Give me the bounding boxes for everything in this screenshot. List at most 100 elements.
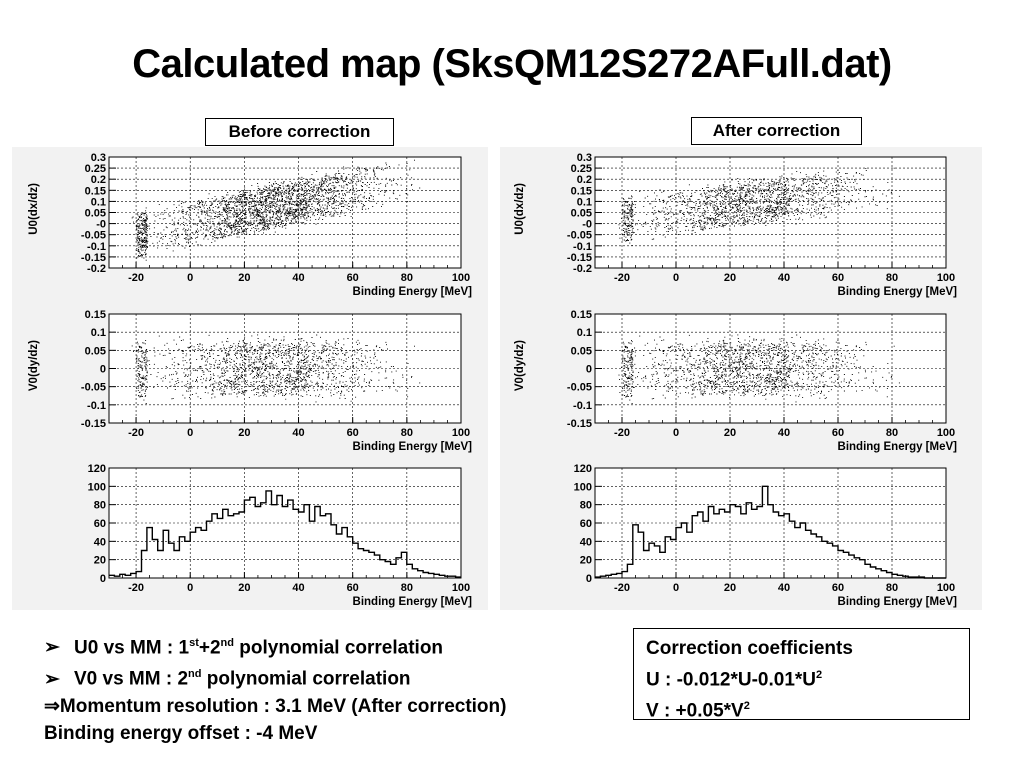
x-axis-label: Binding Energy [MeV] (353, 286, 473, 298)
histogram-line (595, 485, 946, 579)
x-tick-label: -20 (614, 427, 630, 439)
x-tick-label: 40 (292, 582, 304, 594)
y-tick-label: -0.1 (87, 400, 106, 412)
y-tick-label: 0.15 (571, 185, 592, 197)
x-tick-label: 40 (778, 272, 790, 284)
y-axis-label: V0(dy/dz) (28, 340, 40, 391)
x-tick-label: 0 (187, 427, 193, 439)
x-tick-label: 40 (778, 582, 790, 594)
y-tick-label: 0.1 (91, 196, 106, 208)
chart-after-4: -20 0 20 40 60 80 100 -0.15 -0.1 -0.05 0 0.05 0.1 0.1… (514, 309, 957, 453)
slide-title: Calculated map (SksQM12S272AFull.dat) (132, 42, 892, 86)
y-tick-label: -0.05 (567, 230, 592, 242)
y-tick-label: 100 (574, 481, 592, 493)
y-tick-label: 20 (580, 555, 592, 567)
x-tick-label: 20 (724, 272, 736, 284)
y-axis-label: U0(dx/dz) (28, 183, 40, 235)
coefficient-v: V : +0.05*V2 (646, 693, 969, 724)
chart-before-1: -20 0 20 40 60 80 100 -0.15 -0.1 -0.05 0 0.05 0.1 0.1… (28, 309, 472, 453)
x-tick-label: 100 (452, 427, 470, 439)
x-tick-label: 60 (832, 582, 844, 594)
y-tick-label: -0.1 (573, 400, 592, 412)
note-u0: ➢ U0 vs MM : 1st+2nd polynomial correlati… (44, 630, 506, 661)
x-tick-label: 60 (347, 427, 359, 439)
x-tick-label: 60 (347, 582, 359, 594)
coefficients-box: Correction coefficients U : -0.012*U-0.0… (633, 628, 970, 722)
bullet-arrow-icon: ➢ (44, 668, 60, 690)
x-tick-label: 20 (724, 582, 736, 594)
x-tick-label: -20 (614, 272, 630, 284)
y-tick-label: 0.15 (85, 309, 106, 321)
x-axis-label: Binding Energy [MeV] (838, 441, 958, 453)
y-tick-label: 0 (100, 573, 106, 585)
chart-before-2: -20 0 20 40 60 80 100 0 20 40 60 80 100 120 Binding En… (88, 463, 473, 608)
scatter-points (618, 167, 900, 246)
y-tick-label: 120 (88, 463, 106, 475)
y-tick-label: 80 (580, 500, 592, 512)
y-tick-label: -0.2 (87, 263, 106, 275)
x-tick-label: 0 (673, 272, 679, 284)
note-v0-sup: nd (188, 668, 202, 681)
y-tick-label: 0.15 (571, 309, 592, 321)
y-tick-label: -0.05 (567, 382, 592, 394)
x-tick-label: -20 (128, 582, 144, 594)
note-v0: ➢ V0 vs MM : 2nd polynomial correlation (44, 661, 506, 692)
y-tick-label: -0.1 (87, 241, 106, 253)
x-tick-label: 80 (401, 272, 413, 284)
x-tick-label: 80 (886, 582, 898, 594)
x-tick-label: 60 (347, 272, 359, 284)
x-tick-label: 60 (832, 427, 844, 439)
y-tick-label: 0.3 (577, 152, 592, 164)
x-tick-label: 20 (238, 582, 250, 594)
x-tick-label: 0 (673, 427, 679, 439)
coefficient-v-text: V : +0.05*V (646, 700, 744, 722)
y-tick-label: -0.15 (81, 252, 106, 264)
y-tick-label: 0.2 (91, 174, 106, 186)
x-axis-label: Binding Energy [MeV] (838, 596, 958, 608)
note-u0-pre: U0 vs MM : 1 (74, 637, 190, 659)
chart-after-5: -20 0 20 40 60 80 100 0 20 40 60 80 100 120 Binding En… (574, 463, 958, 608)
y-tick-label: 100 (88, 481, 106, 493)
scatter-points (131, 159, 421, 261)
x-tick-label: 80 (886, 427, 898, 439)
x-axis-label: Binding Energy [MeV] (353, 441, 473, 453)
x-tick-label: 60 (832, 272, 844, 284)
y-tick-label: 0.1 (577, 327, 592, 339)
coefficient-u-text: U : -0.012*U-0.01*U (646, 669, 817, 691)
y-tick-label: 0.1 (577, 196, 592, 208)
y-tick-label: -0.05 (81, 230, 106, 242)
x-tick-label: 80 (401, 427, 413, 439)
y-tick-label: 0.05 (85, 208, 106, 220)
x-tick-label: 100 (452, 582, 470, 594)
y-tick-label: 20 (94, 555, 106, 567)
x-tick-label: 80 (401, 582, 413, 594)
x-tick-label: 40 (292, 272, 304, 284)
y-axis-label: U0(dx/dz) (514, 183, 526, 235)
note-u0-post: polynomial correlation (234, 637, 444, 659)
y-tick-label: 0.25 (571, 163, 592, 175)
y-tick-label: -0.05 (81, 382, 106, 394)
histogram-line (109, 490, 461, 578)
y-tick-label: 0.05 (85, 345, 106, 357)
x-tick-label: 100 (937, 582, 955, 594)
y-tick-label: 40 (94, 536, 106, 548)
y-tick-label: 60 (580, 518, 592, 530)
note-v0-pre: V0 vs MM : 2 (74, 668, 189, 690)
note-u0-mid: +2 (198, 637, 221, 659)
x-tick-label: -20 (128, 272, 144, 284)
note-u0-sup1: st (189, 637, 199, 649)
y-tick-label: -0 (96, 219, 106, 231)
x-tick-label: 40 (778, 427, 790, 439)
x-tick-label: 40 (292, 427, 304, 439)
x-tick-label: 0 (187, 582, 193, 594)
note-resolution: ⇒Momentum resolution : 3.1 MeV (After co… (44, 695, 507, 717)
chart-before-0: -20 0 20 40 60 80 100-0.2-0.15-0.1-0.05-00.050… (28, 152, 472, 298)
y-tick-label: -0.2 (573, 263, 592, 275)
caption-before-correction: Before correction (205, 118, 394, 146)
x-tick-label: 0 (187, 272, 193, 284)
y-tick-label: 0.3 (91, 152, 106, 164)
x-tick-label: -20 (614, 582, 630, 594)
y-tick-label: 80 (94, 500, 106, 512)
y-tick-label: 0.05 (571, 345, 592, 357)
